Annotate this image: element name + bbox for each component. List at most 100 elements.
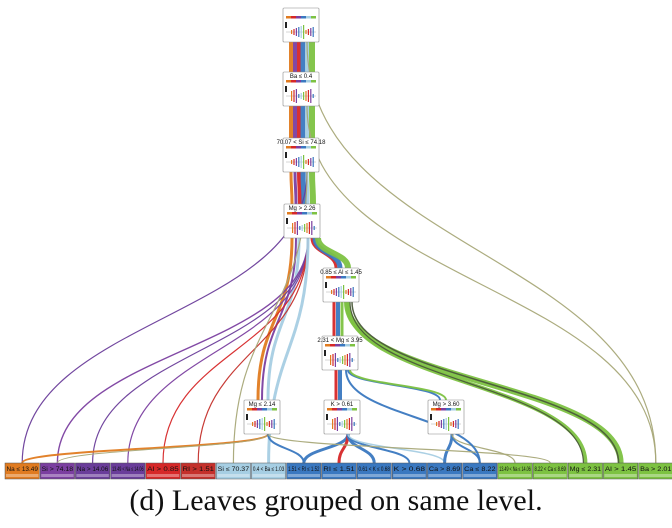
class-distribution-segment bbox=[326, 276, 331, 279]
leaf-label: Na > 14.06 bbox=[77, 467, 109, 473]
trunk-link bbox=[293, 171, 298, 205]
leaf-link bbox=[306, 41, 657, 464]
class-distribution-segment bbox=[441, 408, 446, 411]
class-distribution-segment bbox=[431, 408, 436, 411]
node-label: 0.85 ≤ Al ≤ 1.45 bbox=[320, 270, 362, 276]
tree-node[interactable]: Mg ≤ 2.14 bbox=[243, 399, 281, 435]
leaf-node[interactable]: Si ≤ 70.37 bbox=[215, 462, 251, 480]
class-distribution-segment bbox=[446, 408, 451, 411]
leaf-label: Si > 74.18 bbox=[42, 467, 74, 473]
class-distribution-segment bbox=[352, 408, 357, 411]
leaf-node[interactable]: 8.22 < Ca ≤ 8.69 bbox=[532, 462, 568, 480]
node-label: Mg > 3.60 bbox=[433, 402, 461, 408]
leaf-node[interactable]: RI > 1.51 bbox=[180, 462, 216, 480]
leaf-label: 13.49 < Na ≤ 14.06 bbox=[112, 467, 144, 473]
class-distribution-segment bbox=[311, 80, 316, 83]
tree-node[interactable]: Mg > 2.26 bbox=[283, 203, 321, 239]
class-distribution-segment bbox=[306, 80, 311, 83]
node-histogram-glyph bbox=[285, 22, 316, 39]
tree-node[interactable]: 0.85 ≤ Al ≤ 1.45 bbox=[320, 267, 362, 303]
tree-node[interactable]: Mg > 3.60 bbox=[427, 399, 465, 435]
leaf-node[interactable]: Si > 74.18 bbox=[39, 462, 75, 480]
leaf-node[interactable]: RI ≤ 1.51 bbox=[321, 462, 357, 480]
class-distribution-segment bbox=[331, 276, 336, 279]
class-distribution-segment bbox=[335, 344, 340, 347]
leaf-link bbox=[351, 301, 620, 464]
class-distribution-segment bbox=[301, 146, 306, 149]
leaf-label: Ca > 8.69 bbox=[429, 467, 461, 473]
class-distribution-segment bbox=[301, 80, 306, 83]
leaf-node[interactable]: Al > 0.85 bbox=[145, 462, 181, 480]
tree-node[interactable]: 70.07 < Si ≤ 74.18 bbox=[277, 137, 326, 173]
class-distribution-segment bbox=[291, 16, 296, 19]
leaf-box bbox=[603, 462, 639, 480]
node-histogram-glyph bbox=[285, 152, 316, 169]
node-histogram-glyph bbox=[285, 86, 316, 103]
tree-node[interactable]: 2.31 < Mg ≤ 3.95 bbox=[317, 335, 363, 371]
node-histogram-glyph bbox=[325, 282, 356, 299]
class-distribution-segment bbox=[451, 408, 456, 411]
leaf-node[interactable]: Ba > 2.01 bbox=[638, 462, 672, 480]
class-distribution-segment bbox=[311, 16, 316, 19]
leaf-node[interactable]: Ca > 8.69 bbox=[427, 462, 463, 480]
leaf-label: Na ≤ 13.49 bbox=[7, 467, 39, 473]
leaf-label: RI > 1.51 bbox=[183, 467, 215, 473]
leaf-link bbox=[451, 433, 516, 464]
leaf-link bbox=[345, 369, 481, 464]
class-distribution-segment bbox=[296, 16, 301, 19]
trunk-link bbox=[261, 237, 297, 401]
leaf-label: 13.49 < Na ≤ 14.06 bbox=[499, 467, 531, 473]
node-label: Ba ≤ 0.4 bbox=[290, 74, 313, 80]
leaf-node[interactable]: Mg ≤ 2.31 bbox=[567, 462, 603, 480]
tree-leaves: Na ≤ 13.49 Si > 74.18 Na > 14.06 13.49 < Na… bbox=[4, 462, 672, 480]
leaf-node[interactable]: Ca ≤ 8.22 bbox=[462, 462, 498, 480]
tree-node[interactable]: K > 0.61 bbox=[323, 399, 361, 435]
class-distribution-segment bbox=[327, 408, 332, 411]
leaf-box bbox=[75, 462, 111, 480]
leaf-box bbox=[4, 462, 40, 480]
class-distribution-segment bbox=[252, 408, 257, 411]
leaf-label: K > 0.68 bbox=[394, 467, 426, 473]
leaf-node[interactable]: 1.51 < RI ≤ 1.52 bbox=[286, 462, 322, 480]
leaf-node[interactable]: 0.4 < Ba ≤ 1.03 bbox=[251, 462, 287, 480]
class-distribution-segment bbox=[325, 344, 330, 347]
node-histogram-glyph bbox=[286, 218, 317, 235]
leaf-node[interactable]: K > 0.68 bbox=[391, 462, 427, 480]
trunk-link bbox=[256, 237, 294, 401]
trunk-link bbox=[309, 171, 316, 205]
tree-node[interactable]: Ba ≤ 0.4 bbox=[282, 71, 320, 107]
node-label: 2.31 < Mg ≤ 3.95 bbox=[317, 338, 363, 344]
leaf-box bbox=[638, 462, 672, 480]
leaf-label: 1.51 < RI ≤ 1.52 bbox=[288, 467, 320, 473]
class-distribution-segment bbox=[257, 408, 262, 411]
leaf-label: Al > 0.85 bbox=[147, 467, 179, 473]
class-distribution-segment bbox=[286, 146, 291, 149]
leaf-node[interactable]: 13.49 < Na ≤ 14.06 bbox=[110, 462, 146, 480]
class-distribution-segment bbox=[306, 16, 311, 19]
class-distribution-segment bbox=[347, 408, 352, 411]
leaf-label: 0.4 < Ba ≤ 1.03 bbox=[253, 467, 285, 473]
class-distribution-segment bbox=[307, 212, 312, 215]
class-distribution-segment bbox=[341, 276, 346, 279]
leaf-link bbox=[197, 237, 309, 464]
tree-node[interactable] bbox=[282, 7, 320, 43]
class-distribution-segment bbox=[456, 408, 461, 411]
leaf-link bbox=[443, 433, 454, 464]
class-distribution-segment bbox=[336, 276, 341, 279]
node-histogram-glyph bbox=[324, 350, 355, 367]
leaf-node[interactable]: 0.61 < K ≤ 0.68 bbox=[356, 462, 392, 480]
leaf-node[interactable]: Na ≤ 13.49 bbox=[4, 462, 40, 480]
trunk-link bbox=[297, 171, 302, 205]
class-distribution-segment bbox=[302, 212, 307, 215]
leaf-label: 8.22 < Ca ≤ 8.69 bbox=[535, 467, 567, 473]
leaf-node[interactable]: Al > 1.45 bbox=[603, 462, 639, 480]
class-distribution-segment bbox=[296, 146, 301, 149]
tree-nodes: Ba ≤ 0.4 70.07 < Si ≤ 74.18 Mg > 2.26 0.85 … bbox=[243, 7, 465, 435]
class-distribution-segment bbox=[287, 212, 292, 215]
class-distribution-segment bbox=[272, 408, 277, 411]
leaf-box bbox=[567, 462, 603, 480]
leaf-link bbox=[267, 433, 551, 464]
leaf-node[interactable]: Na > 14.06 bbox=[75, 462, 111, 480]
leaf-box bbox=[145, 462, 181, 480]
leaf-node[interactable]: 13.49 < Na ≤ 14.06 bbox=[497, 462, 533, 480]
